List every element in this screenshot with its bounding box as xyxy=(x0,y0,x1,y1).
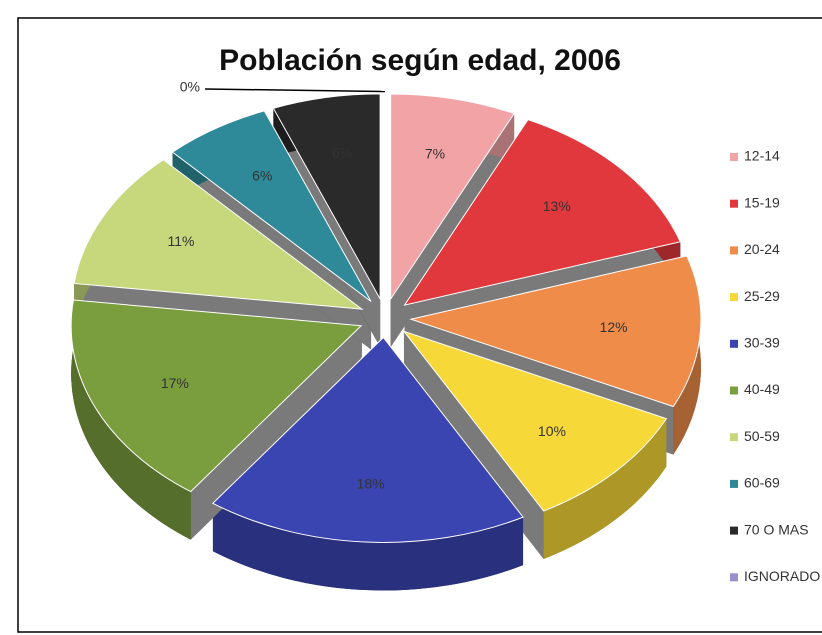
data-label: 10% xyxy=(538,423,566,439)
pie-slice xyxy=(212,336,524,543)
data-label: 17% xyxy=(161,375,189,391)
legend-label: 50-59 xyxy=(744,428,780,444)
data-label: 11% xyxy=(167,233,194,249)
legend-label: 12-14 xyxy=(744,148,780,164)
data-label: 6% xyxy=(252,168,272,184)
pie-slice xyxy=(171,110,372,302)
legend-label: 25-29 xyxy=(744,288,780,304)
legend-label: IGNORADO xyxy=(744,568,820,584)
legend-swatch xyxy=(730,479,738,488)
legend-swatch xyxy=(730,153,738,161)
pie-slice xyxy=(272,93,381,301)
legend-label: 40-49 xyxy=(744,381,780,397)
slice-rim xyxy=(543,418,667,559)
data-labels: 7% 13% 12% 10% 18% 17% 11% 6% 6% 0% xyxy=(161,79,628,492)
legend-label: 70 O MAS xyxy=(744,521,809,537)
pie-slice xyxy=(409,255,702,408)
legend-label: 30-39 xyxy=(744,335,780,351)
legend: 12-14 15-19 20-24 25-29 30-39 40-49 50-59 60-69… xyxy=(730,148,820,584)
pie-tops xyxy=(70,93,702,543)
legend-swatch xyxy=(730,339,738,348)
pie-slice xyxy=(402,330,668,512)
pie-slice xyxy=(70,299,363,493)
data-label: 0% xyxy=(180,79,200,95)
slice-rim xyxy=(71,300,191,540)
legend-swatch xyxy=(730,386,738,395)
data-label: 18% xyxy=(357,475,385,491)
slice-rim xyxy=(212,503,524,591)
legend-label: 15-19 xyxy=(744,194,780,210)
legend-swatch xyxy=(730,246,738,255)
legend-swatch xyxy=(730,573,738,582)
data-label: 7% xyxy=(425,146,445,162)
pie-slice xyxy=(390,93,515,301)
chart-title: Población según edad, 2006 xyxy=(219,44,621,77)
legend-swatch xyxy=(730,433,738,442)
data-label: 13% xyxy=(543,198,571,214)
pie-slice xyxy=(73,159,364,310)
leader-line xyxy=(204,88,386,93)
legend-swatch xyxy=(730,293,738,302)
legend-label: 60-69 xyxy=(744,475,780,491)
legend-swatch xyxy=(730,199,738,208)
legend-swatch xyxy=(730,526,738,535)
pie-slice xyxy=(403,119,682,306)
data-label: 12% xyxy=(600,319,628,335)
data-label: 6% xyxy=(332,145,352,161)
legend-label: 20-24 xyxy=(744,241,780,257)
